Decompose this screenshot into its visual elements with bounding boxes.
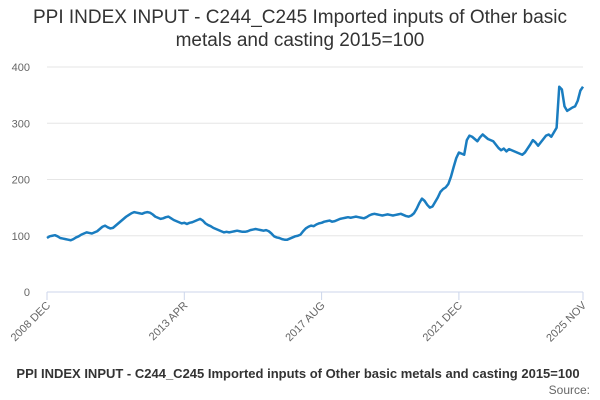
x-tick-label: 2021 DEC [421, 300, 465, 344]
y-tick-label: 200 [12, 175, 30, 187]
y-tick-label: 400 [12, 62, 30, 74]
x-tick-label: 2013 APR [147, 300, 191, 344]
y-tick-label: 0 [24, 287, 30, 299]
y-tick-label: 100 [12, 231, 30, 243]
data-line [46, 85, 585, 242]
chart-title: PPI INDEX INPUT - C244_C245 Imported inp… [33, 7, 567, 51]
x-tick-label: 2008 DEC [9, 300, 53, 344]
x-tick-label: 2017 AUG [283, 300, 327, 344]
y-tick-label: 300 [12, 118, 30, 130]
x-tick-label: 2025 NOV [544, 299, 589, 344]
footer-title: PPI INDEX INPUT - C244_C245 Imported inp… [16, 366, 579, 381]
source-label: Source: [549, 383, 590, 397]
